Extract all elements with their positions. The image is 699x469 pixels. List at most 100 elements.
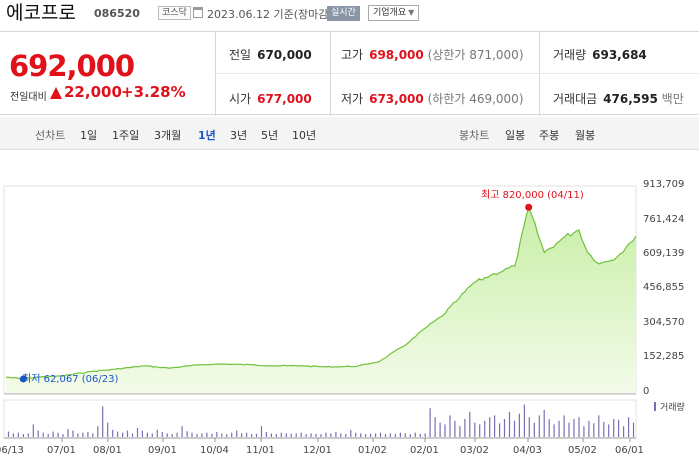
volume-bar — [107, 422, 109, 437]
tab-weekly[interactable]: 주봉 — [539, 129, 560, 142]
volume-bar — [161, 432, 163, 437]
volume-bar — [499, 423, 501, 437]
volume-bar — [459, 426, 461, 437]
volume-bar — [17, 432, 19, 437]
volume-bar — [241, 433, 243, 437]
y-tick-label: 152,285 — [643, 351, 685, 363]
x-tick-label: 08/01 — [93, 445, 122, 456]
tab-3m[interactable]: 3개월 — [154, 129, 182, 142]
realtime-button[interactable]: 실시간 — [327, 6, 360, 21]
volume-bar — [305, 434, 307, 437]
volume-bar — [528, 417, 530, 437]
volume-bar — [404, 433, 406, 437]
volume-bar — [414, 432, 416, 437]
basis-text: 기준(장마감) — [273, 8, 333, 21]
calendar-icon — [193, 7, 203, 18]
price-line — [5, 205, 637, 380]
volume-bar — [469, 411, 471, 437]
volume-bar — [623, 426, 625, 437]
company-info-dropdown[interactable]: 기업개요 ▼ — [368, 5, 420, 21]
y-tick-label: 456,855 — [643, 282, 685, 294]
volume-bar — [345, 434, 347, 437]
y-tick-label: 913,709 — [643, 179, 685, 190]
volume-bar — [151, 433, 153, 437]
volume-bar — [255, 433, 258, 437]
low-value: 673,000 — [369, 92, 424, 106]
volume-bar — [538, 415, 540, 437]
volume-bar — [632, 422, 635, 437]
prev-value: 670,000 — [257, 48, 312, 62]
amount-value: 476,595 — [603, 92, 658, 106]
vertical-gridlines — [61, 438, 631, 442]
x-tick-label: 07/01 — [47, 445, 76, 456]
volume-bar — [340, 433, 342, 437]
volume-bar — [275, 434, 277, 437]
quote-panel: 692,000 전일대비 22,000 +3.28% 전일 670,000 시가 6… — [0, 31, 699, 116]
x-tick-label: 04/03 — [513, 445, 542, 456]
volume-bar — [285, 433, 287, 437]
volume-bar — [231, 432, 233, 437]
change-value: 22,000 — [64, 83, 122, 101]
tab-1d[interactable]: 1일 — [80, 129, 98, 142]
divider — [215, 32, 216, 116]
volume-bar — [216, 432, 218, 437]
tab-daily[interactable]: 일봉 — [505, 129, 526, 142]
volume-bar — [136, 428, 139, 437]
volume-bar — [156, 429, 158, 437]
change-label: 전일대비 — [10, 92, 47, 103]
volume-bar — [92, 433, 94, 437]
volume-bar — [270, 433, 272, 437]
volume-bar — [409, 434, 411, 437]
high-point-marker — [525, 203, 533, 211]
volume-bar — [176, 432, 178, 437]
volume-bar — [523, 404, 525, 437]
volume-bar — [444, 424, 446, 437]
volume-bar — [429, 408, 431, 437]
volume-bar — [613, 419, 615, 437]
date-text: 2023.06.12 기준(장마감) — [207, 6, 333, 22]
volume-bar — [484, 420, 486, 437]
volume-bar — [578, 417, 580, 437]
volume-bar — [315, 433, 317, 437]
line-chart-header: 선차트 — [35, 129, 66, 142]
volume-bar — [489, 417, 491, 437]
tab-3y[interactable]: 3년 — [230, 129, 248, 142]
low-point-marker — [19, 375, 27, 383]
volume-bar — [97, 426, 99, 437]
tab-1w[interactable]: 1주일 — [112, 129, 140, 142]
open-label: 시가 — [229, 92, 252, 106]
volume: 거래량 693,684 — [553, 46, 647, 63]
volume-bar — [42, 432, 44, 437]
volume-bar — [618, 419, 620, 437]
tab-1y[interactable]: 1년 — [198, 129, 216, 142]
volume-bar — [424, 433, 426, 437]
divider — [539, 32, 540, 116]
chart-svg — [3, 185, 637, 442]
volume-bar — [598, 415, 600, 437]
volume-bar — [553, 424, 555, 437]
trade-amount: 거래대금 476,595 백만 — [553, 90, 684, 107]
stock-code: 086520 — [94, 7, 140, 20]
lower-limit: (하한가 469,000) — [427, 92, 524, 106]
low-price: 저가 673,000 (하한가 469,000) — [341, 90, 524, 107]
volume-bar — [330, 433, 332, 437]
y-tick-label: 0 — [643, 386, 650, 397]
volume-bar — [112, 429, 114, 437]
high-value: 698,000 — [369, 48, 424, 62]
tab-5y[interactable]: 5년 — [261, 129, 279, 142]
volume-bar — [290, 433, 292, 437]
volume-bar — [503, 419, 506, 437]
volume-bar — [52, 431, 54, 437]
volume-bar — [439, 422, 441, 437]
tab-monthly[interactable]: 월봉 — [575, 129, 596, 142]
volume-legend-label: 거래량 — [660, 403, 685, 413]
volume-bar — [325, 432, 327, 437]
tab-10y[interactable]: 10년 — [292, 129, 317, 142]
volume-bar — [603, 421, 605, 437]
volume-bar — [399, 432, 401, 437]
open-price: 시가 677,000 — [229, 90, 312, 107]
amount-unit: 백만 — [661, 92, 684, 106]
volume-bar — [573, 419, 575, 437]
divider — [330, 32, 331, 116]
volume-bar — [379, 432, 382, 437]
